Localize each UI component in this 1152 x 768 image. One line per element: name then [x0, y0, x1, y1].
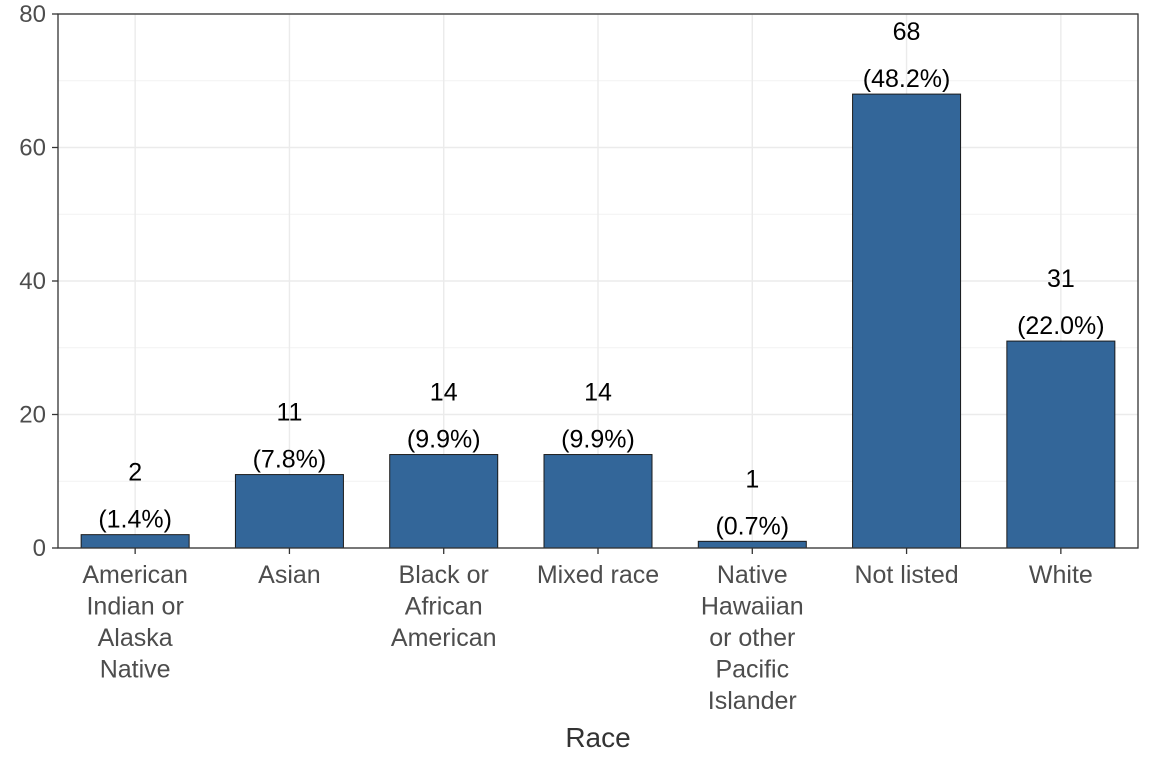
data-label-percent: (1.4%) [98, 506, 172, 534]
y-tick-label: 60 [19, 135, 46, 162]
x-tick-label-line: American [82, 561, 188, 589]
x-tick-label: American Indian or Alaska Native [82, 561, 188, 684]
x-tick-label: Asian [258, 561, 321, 589]
x-tick-label-line: American [391, 624, 497, 652]
x-tick-label-line: or other [709, 624, 795, 652]
x-tick-label-line: Islander [708, 687, 797, 715]
y-tick-label: 20 [19, 402, 46, 429]
x-tick-label: White [1029, 561, 1093, 589]
y-tick-label: 80 [19, 1, 46, 28]
data-label-percent: (48.2%) [863, 65, 951, 93]
y-tick-label: 0 [33, 535, 46, 562]
x-tick-label-line: African [405, 593, 483, 621]
bar [1006, 340, 1116, 549]
bars [80, 93, 1116, 549]
x-tick-label-line: Native [717, 561, 788, 589]
x-tick-label-line: Pacific [715, 656, 789, 684]
x-tick-label-line: Indian or [86, 593, 183, 621]
data-label-count: 14 [584, 379, 612, 407]
x-tick-label-line: Black or [399, 561, 489, 589]
y-tick-label: 40 [19, 268, 46, 295]
x-tick-label-line: Not listed [854, 561, 958, 589]
data-label-count: 14 [430, 379, 458, 407]
bar [234, 474, 344, 549]
bar [543, 454, 653, 549]
data-label-count: 68 [893, 18, 921, 46]
data-label-count: 2 [128, 459, 142, 487]
x-tick-label-line: Alaska [98, 624, 173, 652]
x-tick-label: Not listed [854, 561, 958, 589]
data-label-count: 1 [745, 465, 759, 493]
x-axis-title: Race [565, 722, 630, 753]
data-label-percent: (9.9%) [407, 426, 481, 454]
data-label-percent: (7.8%) [253, 446, 327, 474]
y-axis: 0 20 40 60 80 [19, 1, 58, 562]
data-label-count: 31 [1047, 265, 1075, 293]
x-tick-label: Native Hawaiian or other Pacific Islander [701, 561, 804, 715]
data-label-percent: (22.0%) [1017, 312, 1105, 340]
bar [389, 454, 499, 549]
x-tick-label-line: Hawaiian [701, 593, 804, 621]
x-tick-label-line: White [1029, 561, 1093, 589]
x-axis: American Indian or Alaska Native Asian Black … [82, 548, 1093, 715]
bar [80, 534, 190, 549]
x-tick-label-line: Mixed race [537, 561, 659, 589]
x-tick-label-line: Asian [258, 561, 321, 589]
data-label-percent: (9.9%) [561, 426, 635, 454]
data-label-percent: (0.7%) [715, 512, 789, 540]
x-tick-label: Black or African American [391, 561, 497, 652]
data-labels: 2 (1.4%) 11 (7.8%) 14 (9.9%) 14 (9.9%) 1 (0.7%) 68… [98, 18, 1104, 540]
bar [697, 540, 807, 549]
bar [852, 93, 962, 549]
x-tick-label-line: Native [100, 656, 171, 684]
x-tick-label: Mixed race [537, 561, 659, 589]
data-label-count: 11 [276, 399, 302, 427]
